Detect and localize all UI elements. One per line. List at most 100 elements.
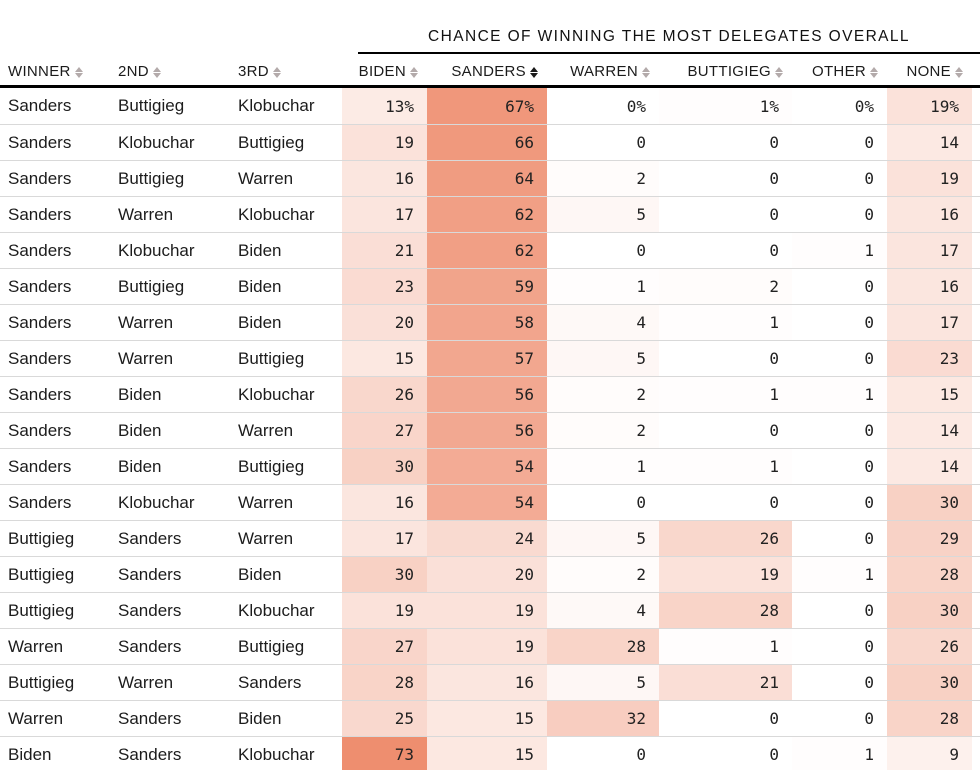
col-header-winner[interactable]: WINNER [0,53,110,85]
table-row: Sanders Buttigieg Klobuchar 13% 67% 0% 1% 0% 19% [0,88,980,124]
winner-cell: Sanders [8,240,72,260]
value-cell-sanders: 57 [427,341,547,376]
col-header-other[interactable]: OTHER [792,53,887,85]
value-cell-sanders: 59 [427,269,547,304]
col-header-3rd[interactable]: 3RD [230,53,342,85]
value-cell-other: 1 [792,557,887,592]
column-header-row: WINNER 2ND 3RD BIDEN SANDERS WARREN BUTTIGIEG O… [0,53,980,88]
second-cell: Warren [118,204,174,224]
col-header-2nd[interactable]: 2ND [110,53,230,85]
value-cell-none: 28 [887,557,972,592]
value-cell-biden: 17 [342,521,427,556]
third-cell: Klobuchar [238,204,315,224]
second-cell: Sanders [118,744,182,764]
value-cell-buttigieg: 0 [659,161,792,196]
winner-cell: Sanders [8,312,72,332]
second-cell: Sanders [118,600,182,620]
value-cell-biden: 19 [342,125,427,160]
col-header-label: WARREN [570,63,638,80]
third-cell: Buttigieg [238,348,305,368]
table-row: Buttigieg Sanders Warren 17 24 5 26 0 29 [0,520,980,556]
table-row: Sanders Warren Biden 20 58 4 1 0 17 [0,304,980,340]
value-cell-none: 14 [887,125,972,160]
table-row: Sanders Klobuchar Biden 21 62 0 0 1 17 [0,232,980,268]
col-header-buttigieg[interactable]: BUTTIGIEG [659,53,792,85]
winner-cell: Sanders [8,168,72,188]
winner-cell: Biden [8,744,52,764]
value-cell-sanders: 54 [427,449,547,484]
second-cell: Klobuchar [118,492,195,512]
value-cell-none: 19% [887,88,972,124]
value-cell-warren: 2 [547,161,659,196]
value-cell-none: 9 [887,737,972,770]
sort-icon [152,67,161,78]
col-header-none[interactable]: NONE [887,53,972,85]
table-row: Sanders Biden Buttigieg 30 54 1 1 0 14 [0,448,980,484]
third-cell: Buttigieg [238,636,305,656]
value-cell-biden: 17 [342,197,427,232]
value-cell-biden: 19 [342,593,427,628]
value-cell-other: 0 [792,593,887,628]
third-cell: Biden [238,708,282,728]
value-cell-sanders: 58 [427,305,547,340]
col-header-label: NONE [906,63,951,80]
value-cell-biden: 16 [342,485,427,520]
winner-cell: Buttigieg [8,672,75,692]
value-cell-biden: 27 [342,413,427,448]
col-header-sanders[interactable]: SANDERS [427,53,547,85]
winner-cell: Sanders [8,276,72,296]
value-cell-other: 0 [792,665,887,700]
value-cell-buttigieg: 1 [659,305,792,340]
value-cell-warren: 0 [547,485,659,520]
col-header-biden[interactable]: BIDEN [342,53,427,85]
value-cell-buttigieg: 0 [659,737,792,770]
third-cell: Biden [238,564,282,584]
second-cell: Buttigieg [118,276,185,296]
winner-cell: Sanders [8,456,72,476]
value-cell-buttigieg: 0 [659,701,792,736]
table-row: Warren Sanders Buttigieg 27 19 28 1 0 26 [0,628,980,664]
value-cell-other: 0 [792,197,887,232]
value-cell-warren: 28 [547,629,659,664]
value-cell-biden: 23 [342,269,427,304]
sort-icon [642,67,650,78]
col-header-warren[interactable]: WARREN [547,53,659,85]
value-cell-buttigieg: 0 [659,233,792,268]
second-cell: Klobuchar [118,240,195,260]
value-cell-other: 0% [792,88,887,124]
spanner-underline [358,52,980,54]
value-cell-none: 30 [887,665,972,700]
third-cell: Warren [238,420,294,440]
value-cell-warren: 0 [547,125,659,160]
value-cell-other: 0 [792,485,887,520]
value-cell-warren: 0 [547,233,659,268]
value-cell-none: 15 [887,377,972,412]
value-cell-buttigieg: 28 [659,593,792,628]
value-cell-buttigieg: 0 [659,197,792,232]
col-header-label: BUTTIGIEG [687,63,771,80]
value-cell-buttigieg: 1 [659,449,792,484]
value-cell-biden: 30 [342,557,427,592]
value-cell-other: 0 [792,125,887,160]
value-cell-sanders: 54 [427,485,547,520]
value-cell-biden: 20 [342,305,427,340]
third-cell: Warren [238,168,294,188]
value-cell-warren: 4 [547,593,659,628]
table-row: Buttigieg Sanders Klobuchar 19 19 4 28 0 30 [0,592,980,628]
table-row: Buttigieg Warren Sanders 28 16 5 21 0 30 [0,664,980,700]
value-cell-other: 0 [792,269,887,304]
second-cell: Warren [118,672,174,692]
third-cell: Klobuchar [238,744,315,764]
value-cell-warren: 1 [547,449,659,484]
value-cell-other: 0 [792,413,887,448]
value-cell-other: 0 [792,305,887,340]
winner-cell: Sanders [8,492,72,512]
sort-icon [955,67,963,78]
second-cell: Warren [118,348,174,368]
value-cell-buttigieg: 19 [659,557,792,592]
value-cell-biden: 21 [342,233,427,268]
winner-cell: Buttigieg [8,528,75,548]
value-cell-other: 1 [792,233,887,268]
value-cell-warren: 5 [547,521,659,556]
